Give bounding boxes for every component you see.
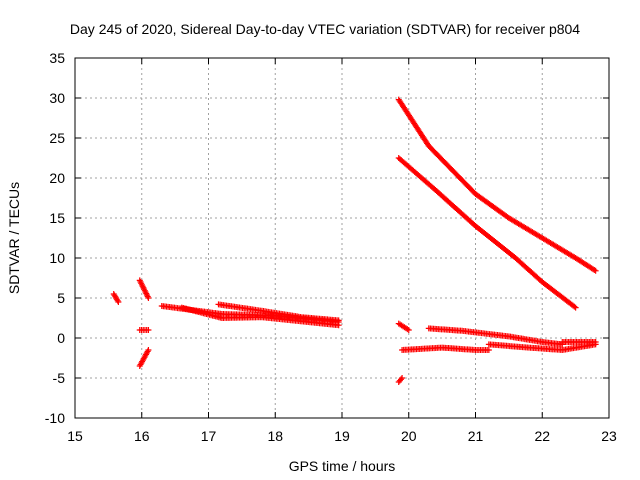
- data-point: [397, 376, 404, 383]
- series-arc-e3: [485, 341, 599, 353]
- series-arc-a3: [136, 327, 152, 333]
- x-tick-label: 16: [134, 428, 150, 444]
- y-tick-label: 25: [49, 130, 65, 146]
- data-point: [115, 299, 122, 305]
- data-point: [145, 295, 152, 301]
- tick-labels: 15 16 17 18 19 20 21 22 23 -10 -5 0 5 10 15 20 25 30 35: [45, 50, 617, 444]
- y-tick-label: 0: [57, 330, 65, 346]
- data-point: [591, 266, 598, 273]
- y-tick-label: -5: [53, 370, 66, 386]
- series-arc-a1: [110, 291, 122, 305]
- axis-ticks: [74, 57, 610, 419]
- y-tick-label: 20: [49, 170, 65, 186]
- series-arc-d1: [395, 320, 412, 333]
- x-axis-label: GPS time / hours: [289, 458, 396, 474]
- data-point: [399, 375, 406, 381]
- y-tick-label: 10: [49, 250, 65, 266]
- series-arc-b2: [178, 304, 342, 329]
- series-arc-a2: [136, 277, 152, 301]
- series-arc-e1: [399, 344, 492, 353]
- series-arc-d2: [395, 375, 406, 385]
- x-tick-label: 23: [601, 428, 617, 444]
- data-point: [145, 327, 152, 333]
- grid-lines: [75, 58, 609, 418]
- data-point: [592, 267, 599, 274]
- data-point: [335, 317, 342, 324]
- y-axis-label: SDTVAR / TECUs: [6, 182, 22, 294]
- data-point: [592, 339, 599, 345]
- x-tick-label: 22: [534, 428, 550, 444]
- data-point: [485, 347, 492, 353]
- series-arc-e2: [425, 325, 566, 348]
- data-point: [572, 304, 579, 311]
- series-arc-e4: [559, 339, 599, 345]
- data-point: [405, 327, 412, 333]
- data-point: [571, 303, 578, 310]
- x-tick-label: 19: [334, 428, 350, 444]
- series-arc-c2: [395, 155, 579, 311]
- series-arc-c1: [395, 96, 599, 274]
- x-tick-label: 20: [401, 428, 417, 444]
- y-tick-label: -10: [45, 410, 65, 426]
- data-points: [110, 96, 599, 385]
- y-tick-label: 5: [57, 290, 65, 306]
- series-arc-b3: [215, 301, 342, 324]
- data-point: [145, 347, 152, 353]
- x-tick-label: 15: [67, 428, 83, 444]
- series-arc-a4: [136, 347, 152, 369]
- x-tick-label: 18: [267, 428, 283, 444]
- x-tick-label: 21: [468, 428, 484, 444]
- y-tick-label: 15: [49, 210, 65, 226]
- y-tick-label: 35: [49, 50, 65, 66]
- chart-title: Day 245 of 2020, Sidereal Day-to-day VTE…: [70, 21, 580, 37]
- data-point: [114, 297, 121, 304]
- x-tick-label: 17: [201, 428, 217, 444]
- y-tick-label: 30: [49, 90, 65, 106]
